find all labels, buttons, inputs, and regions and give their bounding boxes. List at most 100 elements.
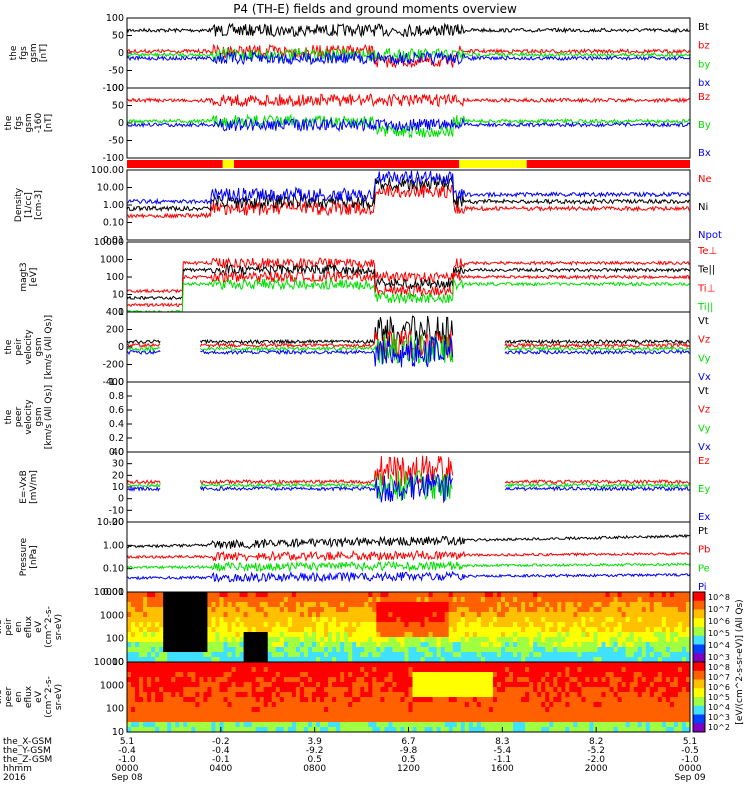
spectrogram-cell (681, 692, 687, 698)
spectrogram-cell (167, 702, 172, 708)
spectrogram-cell (681, 597, 687, 603)
spectrogram-cell (279, 627, 285, 633)
spectrogram-cell (207, 657, 212, 663)
spectrogram-cell (653, 662, 659, 668)
spectrogram-cell (637, 632, 643, 638)
spectrogram-cell (569, 692, 574, 698)
spectrogram-cell (404, 712, 409, 718)
spectrogram-cell (187, 602, 192, 608)
spectrogram-cell (340, 717, 345, 723)
spectrogram-cell (372, 612, 377, 618)
spectrogram-cell (661, 677, 667, 683)
spectrogram-cell (673, 657, 679, 663)
legend-entry: bx (698, 78, 710, 89)
spectrogram-cell (360, 722, 365, 728)
spectrogram-cell (159, 697, 164, 703)
spectrogram-cell (484, 637, 490, 643)
spectrogram-cell (316, 602, 321, 608)
spectrogram-cell (673, 647, 679, 653)
spectrogram-cell (468, 647, 474, 653)
spectrogram-cell (135, 662, 140, 668)
spectrogram-cell (267, 707, 273, 713)
spectrogram-cell (151, 687, 156, 693)
spectrogram-cell (641, 607, 647, 613)
spectrogram-cell (460, 637, 466, 643)
spectrogram-cell (131, 707, 136, 713)
spectrogram-cell (348, 657, 353, 663)
spectrogram-cell (307, 682, 313, 688)
spectrogram-cell (665, 647, 671, 653)
legend-entry: Pe (698, 563, 710, 574)
spectrogram-cell (500, 727, 506, 733)
spectrogram-cell (541, 592, 546, 598)
spectrogram-cell (191, 722, 196, 728)
spectrogram-cell (211, 652, 216, 658)
spectrogram-cell (657, 712, 663, 718)
spectrogram-cell (283, 607, 289, 613)
spectrogram-cell (352, 612, 357, 618)
spectrogram-cell (404, 662, 409, 668)
spectrogram-cell (219, 707, 225, 713)
spectrogram-cell (597, 647, 603, 653)
spectrogram-cell (420, 642, 426, 648)
spectrogram-cell (195, 612, 200, 618)
spectrogram-cell (585, 712, 590, 718)
spectrogram-cell (163, 667, 168, 673)
spectrogram-cell (167, 607, 172, 613)
spectrogram-cell (404, 642, 409, 648)
spectrogram-cell (135, 672, 140, 678)
spectrogram-cell (307, 637, 313, 643)
spectrogram-cell (541, 697, 546, 703)
spectrogram-cell (673, 697, 679, 703)
spectrogram-cell (669, 722, 675, 728)
spectrogram-cell (492, 602, 498, 608)
spectrogram-cell (175, 627, 180, 633)
spectrogram-cell (609, 632, 615, 638)
spectrogram-cell (533, 717, 538, 723)
spectrogram-cell (231, 707, 237, 713)
spectrogram-cell (464, 662, 470, 668)
spectrogram-cell (376, 632, 381, 638)
spectrogram-cell (287, 647, 293, 653)
spectrogram-cell (657, 702, 663, 708)
series-By (126, 113, 691, 139)
spectrogram-cell (464, 647, 470, 653)
ylabel-line: fgs (14, 116, 24, 130)
spectrogram-cell (601, 642, 607, 648)
spectrogram-cell (669, 612, 675, 618)
spectrogram-cell (303, 652, 309, 658)
spectrogram-cell (287, 727, 293, 733)
spectrogram-cell (549, 642, 554, 648)
spectrogram-cell (171, 717, 176, 723)
spectrogram-cell (408, 627, 414, 633)
spectrogram-cell (629, 597, 635, 603)
spectrogram-cell (424, 667, 430, 673)
spectrogram-cell (235, 652, 241, 658)
spectrogram-cell (187, 667, 192, 673)
spectrogram-cell (480, 627, 486, 633)
spectrogram-cell (521, 702, 526, 708)
spectrogram-cell (183, 717, 188, 723)
spectrogram-cell (653, 727, 659, 733)
spectrogram-cell (131, 682, 136, 688)
spectrogram-cell (601, 647, 607, 653)
spectrogram-cell (179, 717, 184, 723)
spectrogram-cell (324, 702, 329, 708)
spectrogram-cell (183, 592, 188, 598)
spectrogram-cell (380, 687, 385, 693)
spectrogram-cell (392, 627, 397, 633)
spectrogram-cell (529, 697, 534, 703)
x-tick-label: 0000 (116, 764, 139, 774)
spectrogram-cell (364, 652, 369, 658)
ylabel-line: peer (14, 406, 24, 427)
spectrogram-cell (400, 667, 405, 673)
spectrogram-cell (179, 627, 184, 633)
spectrogram-cell (452, 677, 458, 683)
spectrogram-cell (517, 722, 522, 728)
spectrogram-cell (432, 632, 438, 638)
spectrogram-cell (436, 662, 442, 668)
spectrogram-cell (476, 612, 482, 618)
spectrogram-cell (685, 642, 691, 648)
spectrogram-cell (191, 647, 196, 653)
spectrogram-cell (211, 672, 216, 678)
